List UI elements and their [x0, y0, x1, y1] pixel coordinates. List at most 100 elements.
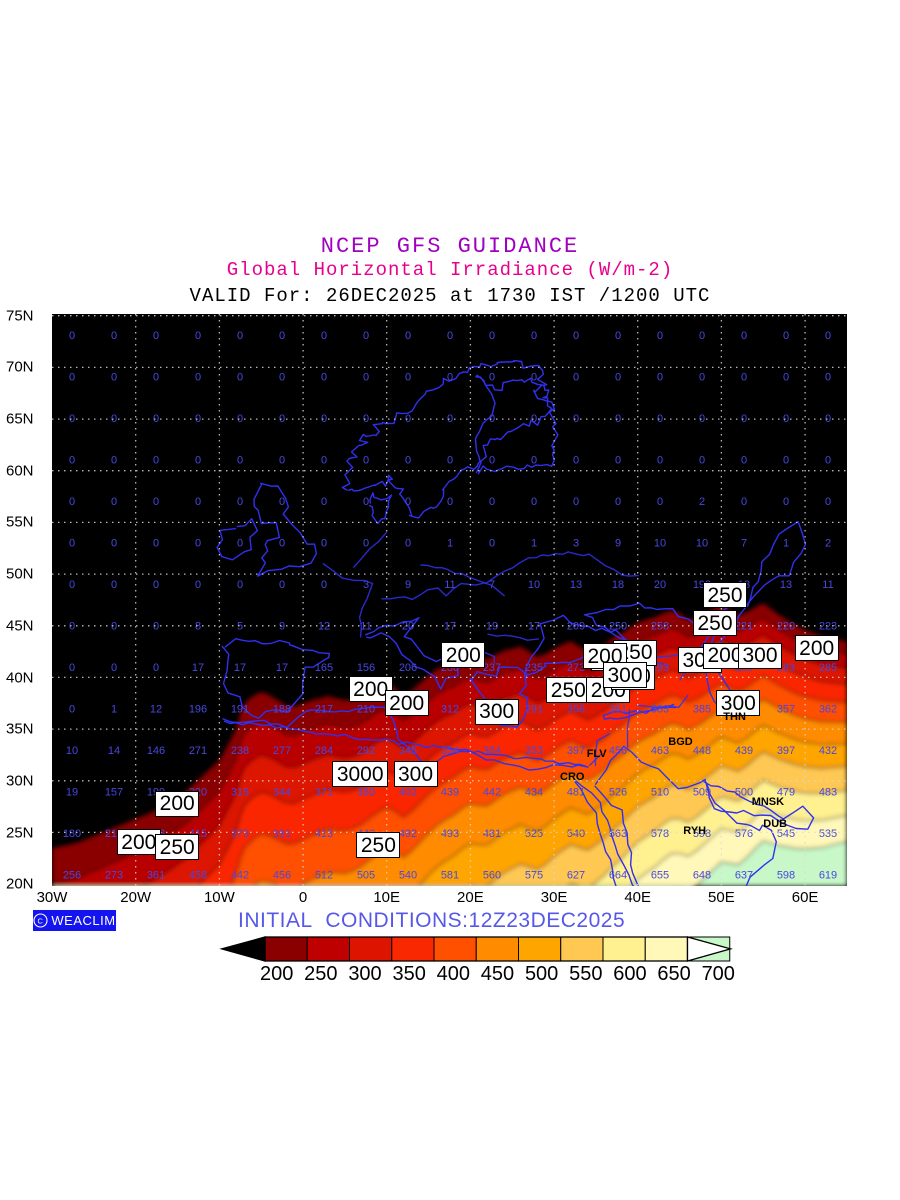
svg-text:0: 0 — [615, 372, 621, 384]
svg-text:0: 0 — [321, 330, 327, 342]
svg-text:0: 0 — [153, 413, 159, 425]
svg-text:0: 0 — [825, 455, 831, 467]
svg-text:0: 0 — [489, 538, 495, 550]
svg-text:362: 362 — [819, 704, 837, 716]
svg-text:397: 397 — [567, 745, 585, 757]
svg-text:0: 0 — [153, 455, 159, 467]
svg-text:0: 0 — [195, 496, 201, 508]
svg-text:20: 20 — [402, 621, 414, 633]
svg-text:0: 0 — [195, 455, 201, 467]
svg-text:357: 357 — [777, 704, 795, 716]
svg-text:0: 0 — [279, 538, 285, 550]
svg-text:0: 0 — [111, 621, 117, 633]
svg-text:413: 413 — [315, 828, 333, 840]
svg-text:0: 0 — [111, 455, 117, 467]
svg-text:12: 12 — [318, 621, 330, 633]
svg-text:0: 0 — [237, 496, 243, 508]
svg-text:0: 0 — [573, 330, 579, 342]
svg-text:0: 0 — [657, 413, 663, 425]
svg-text:356: 356 — [567, 704, 585, 716]
svg-text:540: 540 — [567, 828, 585, 840]
svg-text:0: 0 — [447, 372, 453, 384]
svg-text:0: 0 — [657, 372, 663, 384]
svg-text:0: 0 — [741, 455, 747, 467]
svg-text:0: 0 — [363, 372, 369, 384]
svg-text:373: 373 — [231, 828, 249, 840]
svg-text:0: 0 — [489, 413, 495, 425]
svg-text:500: 500 — [735, 787, 753, 799]
svg-text:2: 2 — [825, 538, 831, 550]
svg-text:235: 235 — [525, 662, 543, 674]
svg-text:3: 3 — [573, 538, 579, 550]
svg-text:458: 458 — [189, 870, 207, 882]
svg-text:0: 0 — [153, 579, 159, 591]
svg-text:0: 0 — [363, 455, 369, 467]
svg-text:0: 0 — [657, 455, 663, 467]
svg-text:223: 223 — [819, 621, 837, 633]
svg-text:0: 0 — [153, 496, 159, 508]
svg-text:0: 0 — [405, 455, 411, 467]
svg-text:7: 7 — [741, 538, 747, 550]
svg-text:9: 9 — [405, 579, 411, 591]
svg-text:364: 364 — [483, 745, 501, 757]
svg-text:0: 0 — [405, 538, 411, 550]
svg-text:284: 284 — [315, 745, 333, 757]
svg-text:12: 12 — [150, 704, 162, 716]
svg-text:0: 0 — [699, 455, 705, 467]
svg-text:258: 258 — [651, 621, 669, 633]
svg-text:0: 0 — [531, 330, 537, 342]
svg-text:0: 0 — [573, 413, 579, 425]
svg-text:0: 0 — [615, 455, 621, 467]
svg-text:0: 0 — [825, 330, 831, 342]
svg-text:0: 0 — [69, 496, 75, 508]
svg-text:371: 371 — [315, 787, 333, 799]
svg-text:0: 0 — [321, 413, 327, 425]
svg-text:277: 277 — [273, 745, 291, 757]
svg-text:0: 0 — [153, 372, 159, 384]
svg-text:188: 188 — [273, 704, 291, 716]
svg-text:0: 0 — [237, 372, 243, 384]
svg-text:0: 0 — [237, 330, 243, 342]
svg-text:10: 10 — [654, 538, 666, 550]
svg-text:0: 0 — [69, 662, 75, 674]
svg-text:0: 0 — [153, 330, 159, 342]
svg-text:17: 17 — [444, 621, 456, 633]
svg-text:156: 156 — [357, 662, 375, 674]
svg-text:560: 560 — [483, 870, 501, 882]
svg-text:0: 0 — [237, 579, 243, 591]
svg-text:292: 292 — [357, 745, 375, 757]
svg-text:0: 0 — [111, 496, 117, 508]
svg-text:0: 0 — [69, 455, 75, 467]
svg-text:1: 1 — [531, 538, 537, 550]
svg-text:0: 0 — [699, 372, 705, 384]
svg-text:17: 17 — [192, 662, 204, 674]
svg-text:146: 146 — [147, 745, 165, 757]
svg-text:637: 637 — [735, 870, 753, 882]
svg-text:619: 619 — [819, 870, 837, 882]
svg-text:0: 0 — [489, 372, 495, 384]
svg-text:0: 0 — [69, 538, 75, 550]
svg-text:0: 0 — [573, 372, 579, 384]
svg-text:509: 509 — [693, 787, 711, 799]
svg-text:13: 13 — [780, 579, 792, 591]
svg-text:563: 563 — [609, 828, 627, 840]
svg-text:575: 575 — [525, 870, 543, 882]
svg-text:439: 439 — [441, 787, 459, 799]
svg-text:0: 0 — [489, 455, 495, 467]
svg-text:0: 0 — [69, 330, 75, 342]
svg-text:655: 655 — [651, 870, 669, 882]
svg-text:0: 0 — [447, 413, 453, 425]
svg-text:13: 13 — [570, 579, 582, 591]
svg-text:0: 0 — [111, 413, 117, 425]
svg-text:510: 510 — [651, 787, 669, 799]
svg-text:456: 456 — [273, 870, 291, 882]
svg-text:0: 0 — [825, 413, 831, 425]
svg-text:648: 648 — [693, 870, 711, 882]
svg-text:0: 0 — [195, 538, 201, 550]
svg-text:0: 0 — [363, 496, 369, 508]
svg-text:0: 0 — [195, 579, 201, 591]
svg-text:345: 345 — [399, 745, 417, 757]
svg-text:0: 0 — [237, 455, 243, 467]
svg-text:0: 0 — [573, 455, 579, 467]
svg-text:0: 0 — [69, 579, 75, 591]
